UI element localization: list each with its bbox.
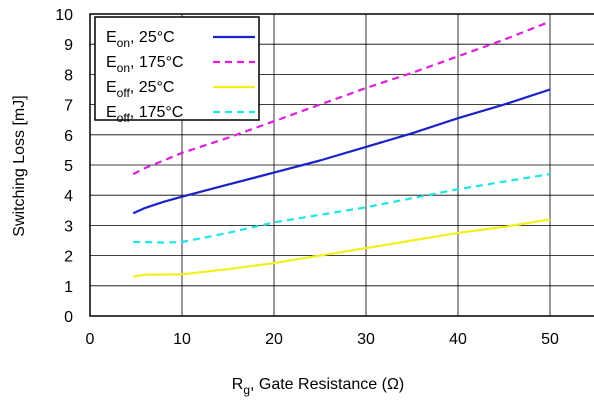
y-tick-label: 10 [55, 7, 73, 24]
legend-label-subscript: off [117, 86, 131, 100]
y-tick-label: 6 [64, 128, 73, 145]
legend-label-rest: , 175°C [130, 54, 184, 71]
y-tick-label: 0 [64, 309, 73, 326]
y-tick-label: 1 [64, 279, 73, 296]
series-line-3 [133, 218, 551, 278]
plot-frame [89, 13, 594, 317]
x-tick-label: 50 [541, 331, 559, 348]
legend-label-2: Eon, 175°C [106, 54, 184, 75]
x-axis-title: Rg, Gate Resistance (Ω) [232, 376, 404, 397]
tick-labels: 0 1 2 3 4 5 6 7 8 9 10 0 10 20 30 40 50 [55, 7, 559, 348]
legend-label-4: Eoff, 175°C [106, 104, 183, 125]
legend-label-main: E [106, 54, 117, 71]
x-axis-title-subscript: g [243, 383, 250, 397]
y-tick-label: 2 [64, 249, 73, 266]
y-tick-label: 9 [64, 37, 73, 54]
series-lines [132, 20, 551, 278]
x-tick-label: 10 [173, 331, 191, 348]
y-tick-label: 3 [64, 218, 73, 235]
series-line-4 [133, 173, 551, 244]
legend-label-main: E [106, 29, 117, 46]
series-line-2 [132, 20, 551, 176]
legend-label-main: E [106, 79, 117, 96]
y-tick-label: 8 [64, 67, 73, 84]
legend-label-subscript: on [117, 61, 130, 75]
y-tick-label: 4 [64, 188, 73, 205]
x-tick-label: 40 [449, 331, 467, 348]
x-axis-title-rest: , Gate Resistance (Ω) [250, 376, 404, 393]
legend-label-subscript: off [117, 111, 131, 125]
legend-label-subscript: on [117, 36, 130, 50]
x-tick-label: 0 [86, 331, 95, 348]
y-tick-label: 5 [64, 158, 73, 175]
legend-label-rest: , 25°C [130, 79, 175, 96]
x-tick-label: 20 [265, 331, 283, 348]
legend-label-main: E [106, 104, 117, 121]
legend-box [94, 16, 260, 121]
y-tick-label: 7 [64, 98, 73, 115]
legend-label-rest: , 25°C [130, 29, 175, 46]
x-axis-title-main: R [232, 376, 244, 393]
series-line-1 [132, 88, 551, 215]
legend-label-rest: , 175°C [130, 104, 184, 121]
legend-label-1: Eon, 25°C [106, 29, 175, 50]
legend-label-3: Eoff, 25°C [106, 79, 174, 100]
x-tick-label: 30 [357, 331, 375, 348]
y-axis-title: Switching Loss [mJ] [11, 95, 28, 236]
